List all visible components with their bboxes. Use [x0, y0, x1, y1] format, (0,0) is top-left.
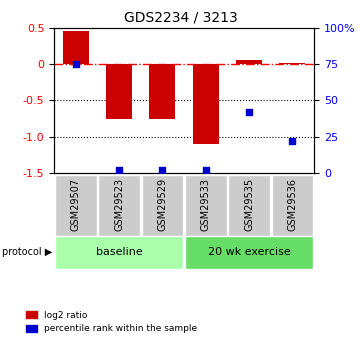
Text: GSM29533: GSM29533 — [201, 178, 211, 231]
Bar — [236, 60, 262, 64]
Bar — [193, 64, 219, 144]
FancyBboxPatch shape — [228, 175, 270, 236]
Text: 20 wk exercise: 20 wk exercise — [208, 247, 291, 257]
FancyBboxPatch shape — [55, 175, 97, 236]
FancyBboxPatch shape — [98, 175, 140, 236]
Point — [290, 138, 295, 144]
Text: GSM29535: GSM29535 — [244, 178, 254, 231]
Text: GSM29523: GSM29523 — [114, 178, 124, 231]
Bar — [279, 62, 305, 64]
FancyBboxPatch shape — [55, 236, 183, 269]
Point — [246, 109, 252, 115]
Text: baseline: baseline — [96, 247, 143, 257]
Text: protocol ▶: protocol ▶ — [2, 247, 52, 257]
Point — [203, 168, 209, 173]
FancyBboxPatch shape — [185, 175, 227, 236]
FancyBboxPatch shape — [142, 175, 183, 236]
Bar — [149, 64, 175, 119]
Text: GSM29507: GSM29507 — [71, 178, 81, 231]
Point — [116, 168, 122, 173]
Point — [73, 61, 79, 67]
Bar — [106, 64, 132, 119]
FancyBboxPatch shape — [271, 175, 313, 236]
Bar — [63, 31, 89, 64]
Text: GSM29536: GSM29536 — [287, 178, 297, 231]
Text: GSM29529: GSM29529 — [157, 178, 168, 231]
Point — [160, 168, 165, 173]
Legend: log2 ratio, percentile rank within the sample: log2 ratio, percentile rank within the s… — [23, 307, 201, 337]
Text: GDS2234 / 3213: GDS2234 / 3213 — [123, 10, 238, 24]
FancyBboxPatch shape — [185, 236, 313, 269]
